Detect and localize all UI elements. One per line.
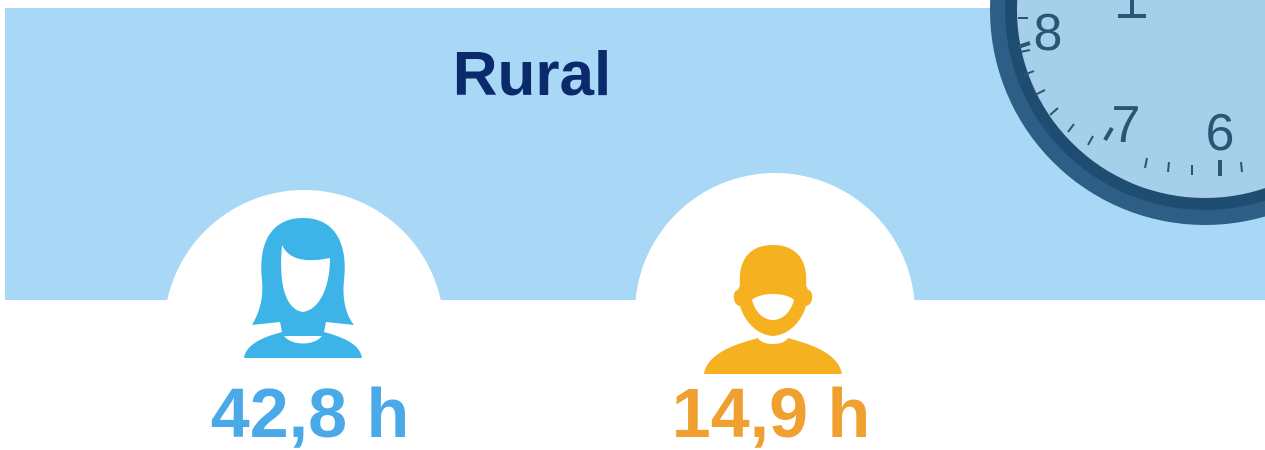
clock-number: 8 [1034,4,1063,62]
figure-value: 42,8 h [211,374,409,450]
clock-number: 6 [1206,104,1235,162]
figure-value: 14,9 h [672,374,870,450]
title: Rural [453,40,611,109]
woman-icon [244,218,362,358]
clock-number: 7 [1112,96,1141,154]
clock: 8 7 6 [990,0,1265,225]
arch [635,173,915,300]
man-icon [704,245,842,374]
